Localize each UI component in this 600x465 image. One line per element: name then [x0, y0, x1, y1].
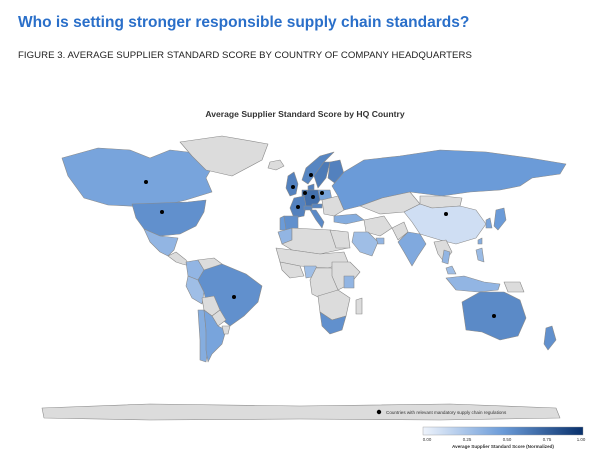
colorbar-gradient [422, 426, 584, 436]
regulation-legend-marker [376, 409, 382, 415]
region-uae [375, 237, 385, 245]
regulation-marker [309, 173, 313, 177]
region-south-africa [319, 311, 347, 335]
region-taiwan [477, 237, 483, 245]
colorbar-tick: 0.75 [543, 437, 552, 442]
region-uruguay [221, 325, 231, 335]
regulation-marker [303, 191, 307, 195]
region-greenland [179, 135, 269, 177]
colorbar: 0.00 0.25 0.50 0.75 1.00 Average Supplie… [422, 426, 586, 449]
regulation-marker [296, 205, 300, 209]
region-china [403, 203, 487, 245]
region-canada [61, 147, 215, 208]
region-papua-new-guinea [503, 281, 525, 293]
regulation-marker [144, 180, 148, 184]
colorbar-tick: 0.50 [503, 437, 512, 442]
regulation-marker [492, 314, 496, 318]
regulation-marker [232, 295, 236, 299]
region-iceland [267, 159, 285, 171]
colorbar-tick: 0.00 [423, 437, 432, 442]
region-mexico [143, 228, 179, 257]
figure-caption: FIGURE 3. AVERAGE SUPPLIER STANDARD SCOR… [18, 50, 472, 61]
colorbar-tick: 1.00 [577, 437, 586, 442]
region-iran [363, 215, 393, 237]
colorbar-title: Average Supplier Standard Score (Normali… [452, 444, 554, 449]
page-heading: Who is setting stronger responsible supp… [18, 14, 470, 31]
region-thailand [441, 249, 451, 265]
regulation-marker [444, 212, 448, 216]
colorbar-tick: 0.25 [463, 437, 472, 442]
region-madagascar [355, 297, 363, 315]
region-west-africa [279, 261, 305, 279]
region-kenya [343, 275, 355, 289]
region-sweden [313, 161, 331, 189]
region-united-states [131, 199, 207, 237]
region-antarctica [41, 403, 561, 421]
region-argentina [203, 309, 227, 363]
region-south-korea [485, 217, 493, 229]
regulation-marker [311, 195, 315, 199]
region-austria [311, 203, 323, 209]
region-india [397, 231, 427, 267]
region-turkey [333, 213, 365, 225]
region-new-zealand [543, 325, 557, 351]
regulation-marker [291, 185, 295, 189]
map-title: Average Supplier Standard Score by HQ Co… [205, 109, 405, 119]
region-eastern-europe [321, 195, 345, 217]
regulation-legend: Countries with relevant mandatory supply… [376, 409, 507, 415]
regulation-legend-label: Countries with relevant mandatory supply… [386, 410, 507, 415]
region-italy [309, 209, 325, 229]
regulation-marker [320, 191, 324, 195]
regulation-marker [160, 210, 164, 214]
region-japan [493, 207, 507, 231]
region-saudi-arabia [351, 231, 379, 257]
region-malaysia [445, 265, 457, 275]
region-switzerland [303, 205, 313, 211]
region-denmark [307, 183, 315, 191]
region-indonesia [445, 275, 501, 293]
region-philippines [475, 247, 485, 263]
region-egypt [329, 229, 351, 249]
region-united-kingdom [285, 171, 299, 197]
